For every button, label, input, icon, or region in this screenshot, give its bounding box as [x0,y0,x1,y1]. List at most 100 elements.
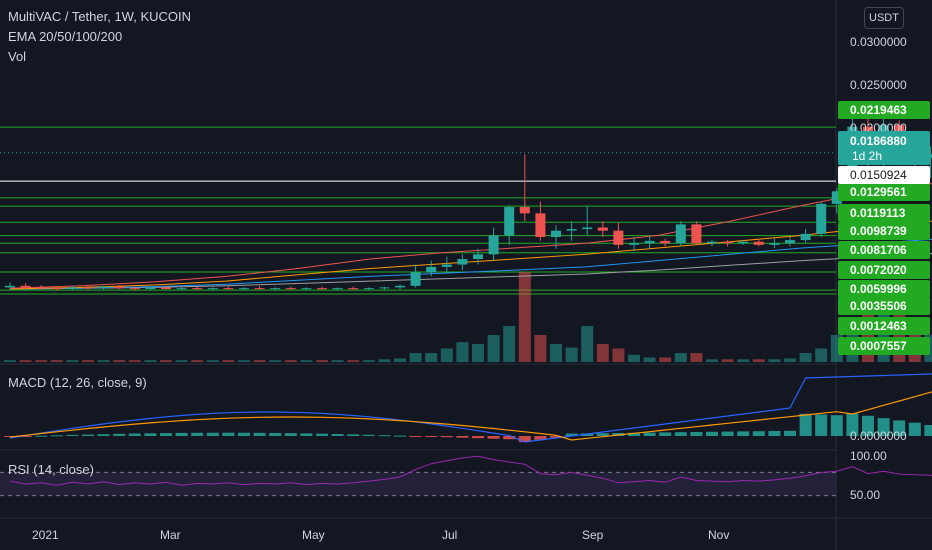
currency-button[interactable]: USDT [864,7,904,29]
candle-body [519,207,530,214]
candle-body [223,288,234,290]
candle-body [613,230,624,245]
candle-body [753,241,764,245]
volume-bar [160,360,172,362]
candle-body [473,254,483,260]
volume-bar [534,335,547,362]
candle-body [551,230,561,237]
macd-histogram-bar [425,436,438,437]
candle-body [145,287,156,289]
candle-body [707,241,717,244]
candle-body [566,229,577,231]
volume-bar [706,359,718,362]
volume-bar [472,344,484,362]
candle-body [363,288,374,290]
volume-bar [316,360,328,362]
volume-bar [175,360,188,362]
rsi-line [9,455,932,486]
volume-bar [425,353,438,362]
macd-histogram-bar [690,432,703,436]
macd-histogram-bar [19,436,32,437]
volume-bar [206,360,219,362]
macd-pane [4,373,932,443]
level-price-tag [838,280,930,298]
volume-bar [518,272,531,362]
volume-bar [347,360,360,362]
macd-histogram-bar [534,436,547,440]
time-axis[interactable]: 2021 Mar May Jul Sep Nov [32,528,729,542]
candle-body [114,286,125,289]
macd-histogram-bar [316,433,328,436]
level-price-label: 0.0081706 [850,243,907,257]
macd-histogram-bar [113,433,126,436]
volume-bar [4,360,16,362]
macd-histogram-bar [35,435,48,437]
macd-histogram-bar [503,436,516,440]
ema-indicator-label[interactable]: EMA 20/50/100/200 [8,29,123,44]
candle-body [379,287,390,289]
volume-bar [409,353,422,362]
macd-histogram-bar [378,435,391,437]
volume-bar [674,353,687,362]
time-tick-label: Mar [160,528,181,542]
candle-body [738,241,749,244]
volume-bar [331,360,344,362]
macd-histogram-bar [144,433,157,436]
macd-histogram-bar [659,432,672,436]
level-price-label: 0.0219463 [850,103,907,117]
level-price-tag [838,222,930,240]
macd-histogram-bar [82,434,94,436]
volume-bar [565,347,578,362]
price-axis[interactable]: 0.03000000.02500000.02000000.02194630.01… [838,35,930,502]
volume-indicator-label[interactable]: Vol [8,49,27,64]
rsi-tick-label: 50.00 [850,488,880,502]
macd-zero-label: 0.0000000 [850,429,907,443]
macd-histogram-bar [596,433,609,436]
macd-histogram-bar [50,435,63,437]
macd-label[interactable]: MACD (12, 26, close, 9) [8,375,147,390]
level-price-label: 0.0059996 [850,282,907,296]
candle-body [410,272,421,286]
volume-bar [253,360,266,362]
volume-bar [628,354,640,362]
macd-histogram-bar [160,433,172,436]
candle-body [488,235,499,255]
macd-histogram-bar [784,430,796,436]
volume-bar [394,358,406,362]
volume-bar [284,360,297,362]
volume-bar [113,360,126,362]
candle-body [597,227,608,231]
rsi-tick-label: 100.00 [850,449,887,463]
macd-histogram-bar [518,436,531,443]
volume-bar [50,360,63,362]
candle-body [816,203,827,234]
rsi-band [0,472,836,496]
volume-bar [362,360,375,362]
macd-histogram-bar [830,415,843,436]
macd-histogram-bar [409,436,422,437]
candle-body [629,243,639,245]
time-tick-label: Sep [582,528,604,542]
macd-histogram-bar [550,436,562,438]
candle-body [67,287,78,289]
level-price-tag [838,183,930,201]
level-price-label: 0.0007557 [850,339,907,353]
candle-body [441,264,452,267]
volume-bar [128,360,141,362]
volume-bar [581,326,594,362]
current-price-label: 0.0186880 [850,134,907,148]
macd-histogram-bar [238,432,250,436]
symbol-title[interactable]: MultiVAC / Tether, 1W, KUCOIN [8,9,192,24]
volume-bar [768,359,781,362]
level-price-tag [838,204,930,222]
level-price-tag [838,101,930,119]
volume-bar [799,353,812,362]
horizontal-level-lines [0,126,836,295]
candle-body [348,288,359,290]
macd-histogram-bar [394,435,406,437]
rsi-label[interactable]: RSI (14, close) [8,462,94,477]
macd-histogram-bar [674,432,687,436]
candle-body [785,240,795,244]
volume-bar [659,357,672,362]
